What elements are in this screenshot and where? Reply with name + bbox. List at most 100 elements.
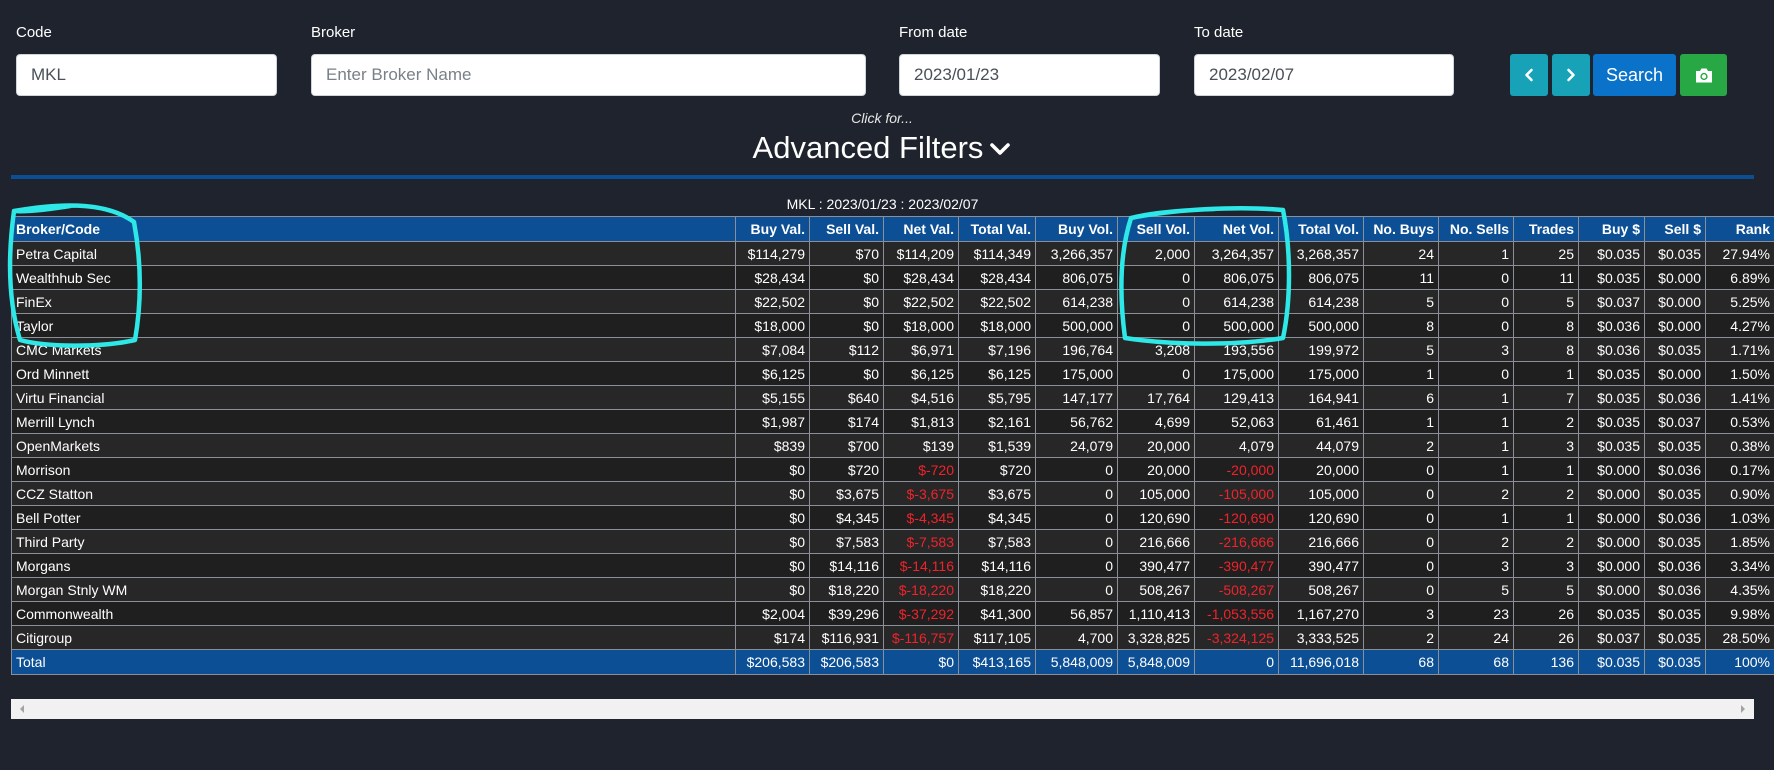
table-cell: 4.35%	[1705, 577, 1774, 602]
table-cell: 4,079	[1194, 433, 1279, 458]
broker-input[interactable]	[311, 54, 866, 96]
table-cell: 120,690	[1117, 505, 1195, 530]
column-header[interactable]: Sell Val.	[809, 216, 884, 242]
table-cell: 0	[1438, 289, 1514, 314]
table-cell: 0	[1035, 529, 1118, 554]
table-cell: $0.035	[1644, 241, 1706, 266]
table-cell: $4,345	[958, 505, 1036, 530]
column-header[interactable]: Buy Val.	[735, 216, 810, 242]
column-header[interactable]: Rank	[1705, 216, 1774, 242]
table-cell: $0.036	[1578, 313, 1645, 338]
table-cell: $7,583	[958, 529, 1036, 554]
table-cell: $-116,757	[883, 625, 959, 650]
table-cell: $0.035	[1578, 361, 1645, 386]
table-cell: 3	[1513, 433, 1579, 458]
column-header[interactable]: Total Vol.	[1278, 216, 1364, 242]
table-cell: $839	[735, 433, 810, 458]
table-cell: $0.037	[1644, 409, 1706, 434]
table-cell: $2,161	[958, 409, 1036, 434]
table-cell: $28,434	[883, 265, 959, 290]
prev-date-button[interactable]	[1510, 54, 1548, 96]
table-cell: $0.000	[1578, 481, 1645, 506]
broker-table: Broker/Code Buy Val. Sell Val. Net Val. Tota…	[11, 216, 1774, 675]
table-cell: $18,220	[958, 577, 1036, 602]
table-cell: 2	[1363, 433, 1439, 458]
table-cell: $640	[809, 385, 884, 410]
table-cell: $22,502	[883, 289, 959, 314]
table-cell: $6,971	[883, 337, 959, 362]
column-header[interactable]: Sell $	[1644, 216, 1706, 242]
broker-name-cell: CMC Markets	[11, 337, 736, 362]
table-row: Commonwealth $2,004 $39,296 $-37,292 $41,300…	[11, 601, 1774, 626]
screenshot-button[interactable]	[1680, 54, 1727, 96]
column-header[interactable]: No. Sells	[1438, 216, 1514, 242]
table-cell: $3,675	[958, 481, 1036, 506]
search-button[interactable]: Search	[1593, 54, 1676, 96]
table-cell: 0	[1363, 577, 1439, 602]
table-cell: $18,000	[958, 313, 1036, 338]
table-cell: $18,000	[735, 313, 810, 338]
broker-name-cell: FinEx	[11, 289, 736, 314]
horizontal-scrollbar[interactable]	[11, 699, 1754, 719]
table-cell: $-18,220	[883, 577, 959, 602]
advanced-filters-title: Advanced Filters	[752, 130, 984, 165]
column-header[interactable]: Sell Vol.	[1117, 216, 1195, 242]
column-header[interactable]: Net Vol.	[1194, 216, 1279, 242]
column-header[interactable]: Net Val.	[883, 216, 959, 242]
table-cell: 3,264,357	[1194, 241, 1279, 266]
broker-name-cell: Morrison	[11, 457, 736, 482]
table-cell: 1	[1438, 505, 1514, 530]
table-cell: 390,477	[1278, 553, 1364, 578]
section-divider	[11, 175, 1754, 179]
table-cell: $114,349	[958, 241, 1036, 266]
table-cell: 806,075	[1035, 265, 1118, 290]
table-cell: $28,434	[735, 265, 810, 290]
table-cell: 5	[1438, 577, 1514, 602]
next-date-button[interactable]	[1552, 54, 1590, 96]
column-header[interactable]: Buy $	[1578, 216, 1645, 242]
table-cell: $-14,116	[883, 553, 959, 578]
table-row: Ord Minnett $6,125 $0 $6,125 $6,125 175,000 0 1…	[11, 361, 1774, 386]
broker-name-cell: Bell Potter	[11, 505, 736, 530]
table-row: Morrison $0 $720 $-720 $720 0 20,000 -20,000 20,…	[11, 457, 1774, 482]
column-header[interactable]: No. Buys	[1363, 216, 1439, 242]
advanced-filters-toggle[interactable]: Advanced Filters	[0, 130, 1764, 166]
table-cell: 0	[1117, 289, 1195, 314]
table-cell: 1	[1513, 505, 1579, 530]
to-date-input[interactable]	[1194, 54, 1454, 96]
table-cell: 3,266,357	[1035, 241, 1118, 266]
from-date-input[interactable]	[899, 54, 1160, 96]
column-header[interactable]: Broker/Code	[11, 216, 736, 242]
table-cell: $14,116	[809, 553, 884, 578]
table-cell: 0	[1035, 577, 1118, 602]
total-cell: $0.035	[1644, 649, 1706, 675]
table-cell: $0.035	[1578, 265, 1645, 290]
broker-name-cell: Citigroup	[11, 625, 736, 650]
column-header[interactable]: Total Val.	[958, 216, 1036, 242]
table-cell: 1	[1513, 361, 1579, 386]
table-cell: 3	[1438, 337, 1514, 362]
total-cell: $206,583	[809, 649, 884, 675]
column-header[interactable]: Buy Vol.	[1035, 216, 1118, 242]
table-cell: -1,053,556	[1194, 601, 1279, 626]
table-cell: $14,116	[958, 553, 1036, 578]
table-cell: 3,268,357	[1278, 241, 1364, 266]
table-row: Petra Capital $114,279 $70 $114,209 $114,349…	[11, 241, 1774, 266]
scroll-right-icon[interactable]	[1738, 703, 1748, 715]
table-cell: $6,125	[735, 361, 810, 386]
table-cell: $117,105	[958, 625, 1036, 650]
table-body: Petra Capital $114,279 $70 $114,209 $114,349…	[11, 241, 1774, 650]
chevron-down-icon	[990, 143, 1011, 155]
table-cell: 26	[1513, 625, 1579, 650]
table-cell: $41,300	[958, 601, 1036, 626]
scroll-left-icon[interactable]	[17, 703, 27, 715]
code-input[interactable]	[16, 54, 277, 96]
chevron-left-icon	[1525, 68, 1533, 82]
total-cell: $0.035	[1578, 649, 1645, 675]
column-header[interactable]: Trades	[1513, 216, 1579, 242]
table-cell: $1,813	[883, 409, 959, 434]
table-cell: $0.036	[1644, 553, 1706, 578]
table-cell: $0.000	[1578, 553, 1645, 578]
table-cell: $0.035	[1578, 409, 1645, 434]
table-cell: 175,000	[1278, 361, 1364, 386]
